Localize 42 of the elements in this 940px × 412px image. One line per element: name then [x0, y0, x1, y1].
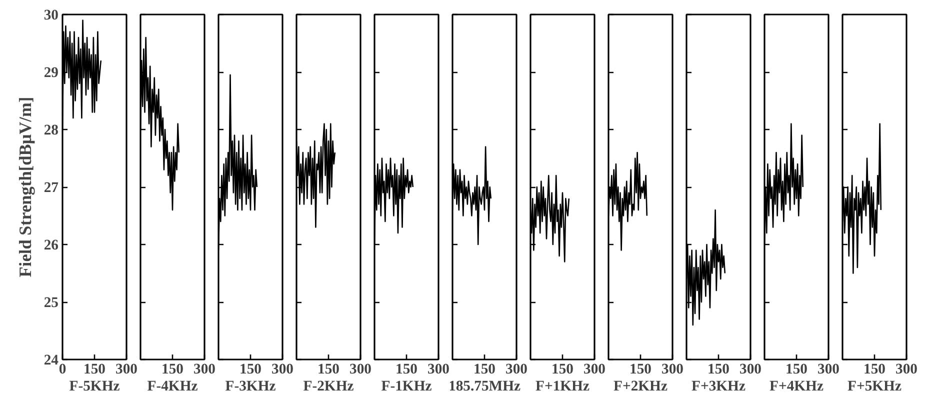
y-tick-label: 28 [44, 122, 58, 138]
x-axis-title: F+5KHz [848, 378, 902, 394]
x-tick-label: 300 [662, 362, 684, 378]
x-axis-title: 185.75MHz [448, 378, 522, 394]
x-tick-label: 300 [584, 362, 606, 378]
x-tick-label: 300 [740, 362, 762, 378]
x-tick-label: 150 [708, 362, 730, 378]
x-tick-label: 300 [896, 362, 918, 378]
x-tick-label: 150 [552, 362, 574, 378]
x-axis-title: F+3KHz [692, 378, 746, 394]
x-tick-label: 0 [58, 362, 66, 378]
x-axis-title: F-4KHz [147, 378, 198, 394]
x-tick-label: 300 [428, 362, 450, 378]
x-tick-label: 150 [84, 362, 106, 378]
x-axis-title: F+1KHz [536, 378, 590, 394]
x-tick-label: 150 [474, 362, 496, 378]
x-axis-title: F-1KHz [381, 378, 432, 394]
y-tick-label: 27 [44, 180, 58, 196]
x-tick-label: 150 [162, 362, 184, 378]
y-tick-label: 29 [44, 65, 58, 81]
x-tick-label: 150 [396, 362, 418, 378]
y-tick-label: 30 [44, 8, 58, 24]
x-axis-title: F-2KHz [303, 378, 354, 394]
y-axis-title: Field Strength[dBμV/m] [16, 96, 35, 278]
x-axis-title: F-3KHz [225, 378, 276, 394]
x-tick-label: 150 [630, 362, 652, 378]
y-tick-label: 24 [44, 352, 60, 368]
x-tick-label: 300 [272, 362, 294, 378]
x-tick-label: 150 [318, 362, 340, 378]
x-tick-label: 300 [194, 362, 216, 378]
y-tick-label: 25 [44, 295, 58, 311]
x-tick-label: 300 [818, 362, 840, 378]
x-axis-title: F+4KHz [770, 378, 824, 394]
x-tick-label: 150 [240, 362, 262, 378]
x-axis-title: F-5KHz [69, 378, 120, 394]
x-tick-label: 300 [116, 362, 138, 378]
x-tick-label: 300 [350, 362, 372, 378]
x-tick-label: 150 [864, 362, 886, 378]
x-tick-label: 300 [506, 362, 528, 378]
y-tick-label: 26 [44, 238, 58, 254]
x-tick-label: 150 [786, 362, 808, 378]
x-axis-title: F+2KHz [614, 378, 668, 394]
